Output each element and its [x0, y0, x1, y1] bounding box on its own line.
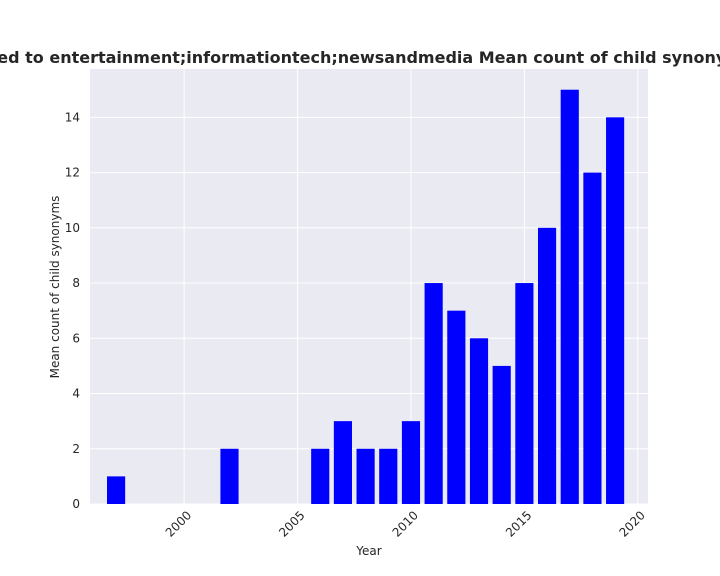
bars — [107, 89, 625, 505]
x-tick-label: 2015 — [503, 508, 534, 539]
x-tick-label: 2000 — [163, 508, 194, 539]
bar — [560, 89, 579, 504]
y-tick-label: 14 — [65, 110, 80, 124]
chart-title: e related to entertainment;informationte… — [0, 48, 720, 67]
y-axis-label: Mean count of child synonyms — [48, 196, 62, 379]
x-tick-label: 2005 — [276, 508, 307, 539]
bar — [220, 448, 239, 504]
bar — [469, 338, 489, 504]
y-tick-label: 8 — [72, 276, 80, 290]
bar — [515, 283, 534, 504]
bar — [107, 476, 126, 504]
y-tick-label: 0 — [72, 497, 80, 511]
x-tick-labels: 2000 2005 2010 2015 2020 — [163, 508, 648, 539]
bar — [606, 117, 625, 504]
bar — [356, 448, 375, 504]
bar — [333, 421, 352, 504]
y-tick-label: 12 — [65, 166, 80, 180]
bar — [583, 172, 602, 505]
x-tick-label: 2010 — [390, 508, 421, 539]
bar — [379, 448, 398, 504]
bar — [311, 448, 330, 504]
x-axis-label: Year — [355, 544, 381, 558]
x-tick-label: 2020 — [616, 508, 647, 539]
y-tick-label: 4 — [72, 387, 80, 401]
bar — [537, 227, 557, 505]
y-tick-label: 6 — [72, 331, 80, 345]
y-tick-label: 2 — [72, 442, 80, 456]
y-tick-label: 10 — [65, 221, 80, 235]
bar — [447, 310, 466, 504]
y-tick-labels: 0 2 4 6 8 10 12 14 — [65, 110, 80, 511]
bar — [492, 365, 511, 504]
bar — [401, 421, 421, 504]
bar — [424, 283, 443, 504]
